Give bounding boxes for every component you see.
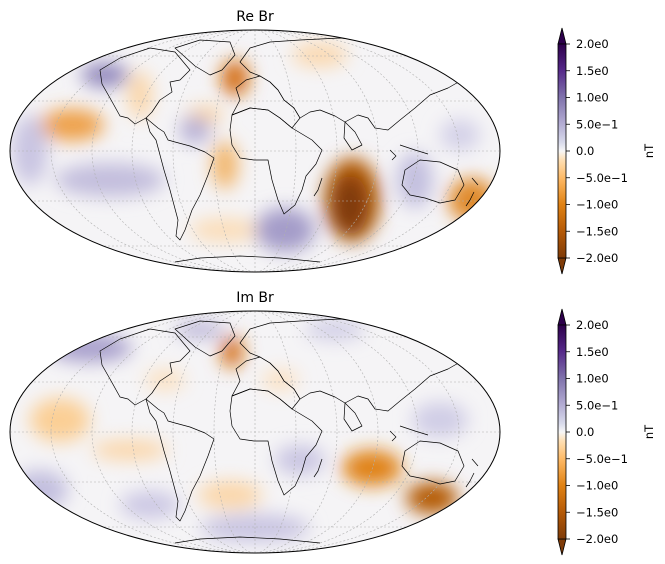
colorbar-tick-label: −1.5e0 — [576, 505, 618, 519]
colorbar-tick-label: 0.0 — [576, 425, 594, 439]
map-panel-re-br: Re Br — [9, 9, 656, 275]
colorbar: 2.0e0 1.5e0 1.0e0 5.0e−1 0.0 −5.0e−1 −1.… — [557, 308, 656, 556]
colorbar-unit-label: nT — [642, 143, 656, 158]
colorbar-tick-label: 1.5e0 — [576, 64, 609, 78]
colorbar-tick-label: 2.0e0 — [576, 37, 609, 51]
colorbar-tick-label: 0.0 — [576, 144, 594, 158]
map-boundary — [9, 310, 501, 554]
colorbar-tick-label: −5.0e−1 — [576, 171, 628, 185]
colorbar-tick-label: −1.5e0 — [576, 224, 618, 238]
colorbar-tick-label: 1.0e0 — [576, 91, 609, 105]
field-map — [10, 311, 500, 553]
colorbar-tick-label: 2.0e0 — [576, 318, 609, 332]
colorbar-tick-label: −1.0e0 — [576, 198, 618, 212]
colorbar-ticks — [566, 324, 570, 540]
colorbar-tick-label: 1.0e0 — [576, 372, 609, 386]
colorbar-tick-label: 5.0e−1 — [576, 398, 618, 412]
colorbar: 2.0e0 1.5e0 1.0e0 5.0e−1 0.0 −5.0e−1 −1.… — [557, 27, 656, 275]
colorbar-tick-label: 5.0e−1 — [576, 117, 618, 131]
panel-title: Re Br — [236, 9, 274, 25]
colorbar-unit-label: nT — [642, 424, 656, 439]
colorbar-tick-label: 1.5e0 — [576, 345, 609, 359]
colorbar-tick-label: −5.0e−1 — [576, 452, 628, 466]
colorbar-tick-label: −1.0e0 — [576, 479, 618, 493]
map-boundary — [9, 29, 501, 273]
colorbar-tick-label: −2.0e0 — [576, 532, 618, 546]
colorbar-tick-label: −2.0e0 — [576, 251, 618, 265]
field-map — [10, 30, 500, 272]
colorbar-ticks — [566, 43, 570, 259]
panel-title: Im Br — [236, 290, 274, 306]
map-panel-im-br: Im Br — [9, 290, 656, 556]
